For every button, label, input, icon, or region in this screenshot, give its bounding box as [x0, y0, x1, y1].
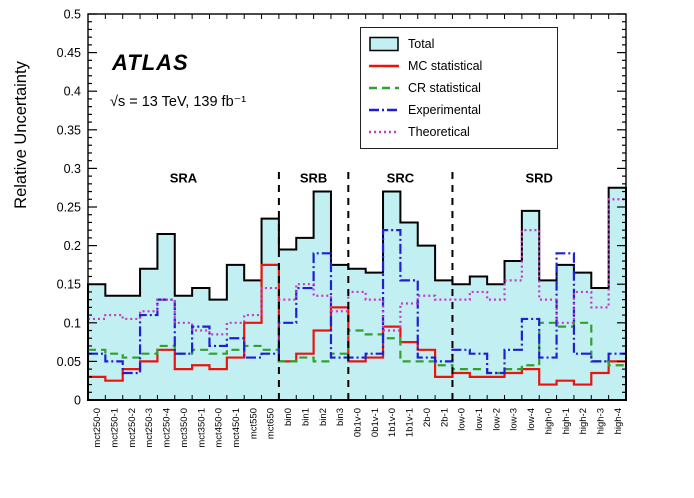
svg-text:0.3: 0.3 — [64, 162, 81, 176]
svg-text:SRD: SRD — [525, 170, 552, 185]
legend-label-experimental: Experimental — [408, 103, 481, 117]
svg-text:bin0: bin0 — [283, 408, 294, 426]
solid-line-swatch-icon — [369, 64, 399, 68]
experiment-label: ATLAS — [112, 50, 189, 75]
svg-text:1b1v-0: 1b1v-0 — [387, 408, 398, 437]
legend-item-theoretical: Theoretical — [369, 121, 549, 143]
svg-text:mct650: mct650 — [266, 408, 277, 439]
legend: Total MC statistical CR statistical Expe… — [360, 27, 558, 149]
svg-text:mct250-2: mct250-2 — [127, 408, 138, 448]
svg-text:0.4: 0.4 — [64, 85, 81, 99]
legend-item-experimental: Experimental — [369, 99, 549, 121]
svg-text:low-1: low-1 — [474, 408, 485, 431]
svg-text:0.5: 0.5 — [64, 8, 81, 22]
svg-text:high-1: high-1 — [561, 408, 572, 434]
lumi-label: √s = 13 TeV, 139 fb⁻¹ — [110, 94, 247, 110]
svg-text:0b1v-0: 0b1v-0 — [353, 408, 364, 437]
svg-text:mct550: mct550 — [248, 408, 259, 439]
svg-text:SRC: SRC — [387, 170, 415, 185]
svg-text:2b-1: 2b-1 — [439, 408, 450, 427]
legend-label-mc-statistical: MC statistical — [408, 59, 483, 73]
svg-text:low-2: low-2 — [491, 408, 502, 431]
svg-text:mct250-3: mct250-3 — [144, 408, 155, 448]
svg-text:high-0: high-0 — [543, 408, 554, 434]
svg-text:0: 0 — [74, 394, 81, 408]
svg-text:0.35: 0.35 — [57, 123, 81, 137]
legend-label-theoretical: Theoretical — [408, 125, 470, 139]
svg-text:mct450-0: mct450-0 — [214, 408, 225, 448]
svg-text:0.15: 0.15 — [57, 278, 81, 292]
svg-text:0.2: 0.2 — [64, 239, 81, 253]
svg-text:SRA: SRA — [170, 170, 198, 185]
svg-text:mct350-1: mct350-1 — [196, 408, 207, 448]
svg-text:0b1v-1: 0b1v-1 — [370, 408, 381, 437]
svg-text:SRB: SRB — [300, 170, 327, 185]
svg-text:bin2: bin2 — [318, 408, 329, 426]
total-band-swatch-icon — [369, 36, 399, 52]
svg-text:0.05: 0.05 — [57, 355, 81, 369]
svg-text:Relative Uncertainty: Relative Uncertainty — [12, 60, 30, 208]
dotted-line-swatch-icon — [369, 130, 399, 134]
svg-text:low-0: low-0 — [457, 408, 468, 431]
legend-item-cr-statistical: CR statistical — [369, 77, 549, 99]
svg-text:0.45: 0.45 — [57, 46, 81, 60]
dashdot-line-swatch-icon — [369, 108, 399, 112]
svg-text:1b1v-1: 1b1v-1 — [405, 408, 416, 437]
svg-text:low-3: low-3 — [509, 408, 520, 431]
svg-text:high-2: high-2 — [578, 408, 589, 434]
svg-text:mct450-1: mct450-1 — [231, 408, 242, 448]
svg-text:low-4: low-4 — [526, 408, 537, 431]
dashed-line-swatch-icon — [369, 86, 399, 90]
svg-text:mct250-0: mct250-0 — [92, 408, 103, 448]
svg-text:mct250-1: mct250-1 — [110, 408, 121, 448]
legend-item-total: Total — [369, 33, 549, 55]
svg-text:mct250-4: mct250-4 — [162, 408, 173, 448]
svg-text:0.25: 0.25 — [57, 201, 81, 215]
svg-text:mct350-0: mct350-0 — [179, 408, 190, 448]
svg-text:bin1: bin1 — [300, 408, 311, 426]
svg-text:2b-0: 2b-0 — [422, 408, 433, 427]
svg-text:high-3: high-3 — [595, 408, 606, 434]
svg-text:high-4: high-4 — [613, 408, 624, 434]
legend-item-mc-statistical: MC statistical — [369, 55, 549, 77]
svg-text:bin3: bin3 — [335, 408, 346, 426]
legend-label-cr-statistical: CR statistical — [408, 81, 481, 95]
legend-label-total: Total — [408, 37, 435, 51]
svg-text:0.1: 0.1 — [64, 316, 81, 330]
